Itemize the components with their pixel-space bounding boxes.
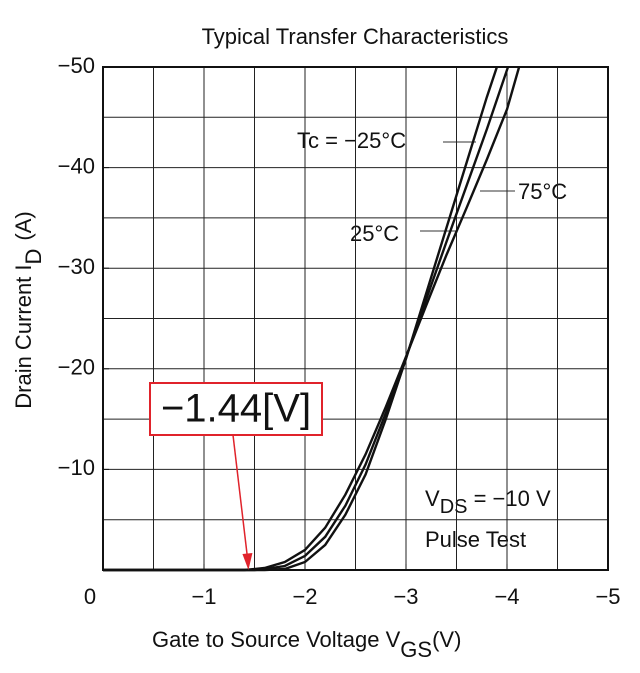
x-tick-label: −1 — [191, 584, 216, 609]
marker-label: −1.44[V] — [161, 387, 311, 431]
x-tick-label: −3 — [393, 584, 418, 609]
y-tick-label: −50 — [58, 53, 95, 78]
y-tick-label: −10 — [58, 455, 95, 480]
conditions: VDS = −10 V — [425, 486, 551, 518]
y-axis-label: Drain Current ID (A) — [11, 211, 46, 409]
marker-box — [149, 382, 323, 436]
x-label-unit: (V) — [432, 627, 461, 652]
x-axis-label: Gate to Source Voltage VGS(V) — [152, 627, 461, 662]
x-tick-label: −5 — [595, 584, 620, 609]
conditions-v: V — [425, 486, 440, 511]
y-label-unit: (A) — [11, 211, 36, 240]
y-label-sub: D — [21, 249, 46, 265]
series-label: 75°C — [518, 179, 567, 204]
series-label: 25°C — [350, 221, 399, 246]
y-label-text: Drain Current I — [11, 264, 36, 408]
y-tick-label: −30 — [58, 254, 95, 279]
x-label-text: Gate to Source Voltage V — [152, 627, 401, 652]
y-tick-label: −40 — [58, 153, 95, 178]
curve — [103, 66, 510, 572]
x-tick-label: −4 — [494, 584, 519, 609]
conditions-line2: Pulse Test — [425, 527, 526, 552]
x-tick-label: −2 — [292, 584, 317, 609]
series-label: Tc = −25°C — [297, 128, 406, 153]
marker-arrow — [232, 434, 250, 567]
plot-frame — [102, 66, 609, 571]
conditions-rest: = −10 V — [467, 486, 551, 511]
x-label-sub: GS — [400, 637, 432, 662]
chart-title: Typical Transfer Characteristics — [202, 24, 509, 49]
x-tick-label: 0 — [84, 584, 96, 609]
conditions-sub: DS — [440, 496, 468, 518]
curve — [103, 66, 521, 572]
marker-arrowhead — [242, 553, 253, 570]
y-tick-label: −20 — [58, 355, 95, 380]
curve — [103, 66, 499, 572]
